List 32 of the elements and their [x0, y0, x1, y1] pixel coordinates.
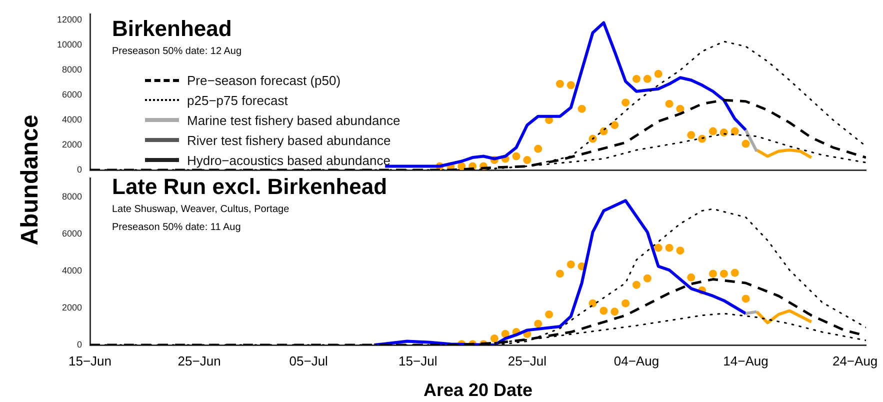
x-tick-label: 15−Jul [398, 353, 438, 368]
x-tick-label: 04−Aug [614, 353, 660, 368]
annotation: Preseason 50% date: 12 Aug [112, 46, 242, 57]
legend-label: Pre−season forecast (p50) [187, 72, 341, 88]
y-tick-label: 8000 [62, 191, 82, 202]
x-tick-label: 15−Jun [68, 353, 112, 368]
chart-title: Birkenhead [112, 16, 232, 42]
x-axis-title: Area 20 Date [423, 380, 533, 400]
x-tick-label: 25−Jun [178, 353, 221, 368]
y-tick-label: 2000 [62, 140, 82, 150]
y-tick-label: 12000 [56, 14, 82, 25]
annotation: Preseason 50% date: 11 Aug [112, 222, 241, 233]
y-tick-label: 0 [76, 164, 82, 174]
y-axis-title: Abundance [16, 114, 44, 246]
y-tick-label: 0 [76, 339, 82, 350]
x-tick-label: 24−Aug [832, 353, 878, 368]
legend-label: Hydro−acoustics based abundance [187, 152, 390, 168]
legend-label: River test fishery based abundance [187, 132, 391, 148]
y-tick-label: 4000 [62, 114, 82, 125]
legend-label: p25−p75 forecast [187, 92, 288, 108]
chart-title: Late Run excl. Birkenhead [112, 174, 388, 200]
x-tick-label: 25−Jul [508, 353, 547, 368]
y-tick-label: 4000 [62, 265, 82, 276]
legend-label: Marine test fishery based abundance [187, 112, 400, 128]
y-tick-label: 10000 [56, 40, 82, 50]
y-tick-label: 2000 [62, 302, 82, 312]
x-tick-label: 05−Jul [289, 353, 328, 368]
y-tick-label: 8000 [62, 64, 82, 75]
x-tick-label: 14−Aug [723, 353, 768, 368]
text: Late Shuswap, Weaver, Cultus, Portage [112, 204, 290, 215]
y-tick-label: 6000 [62, 90, 82, 100]
y-tick-label: 6000 [62, 228, 82, 238]
